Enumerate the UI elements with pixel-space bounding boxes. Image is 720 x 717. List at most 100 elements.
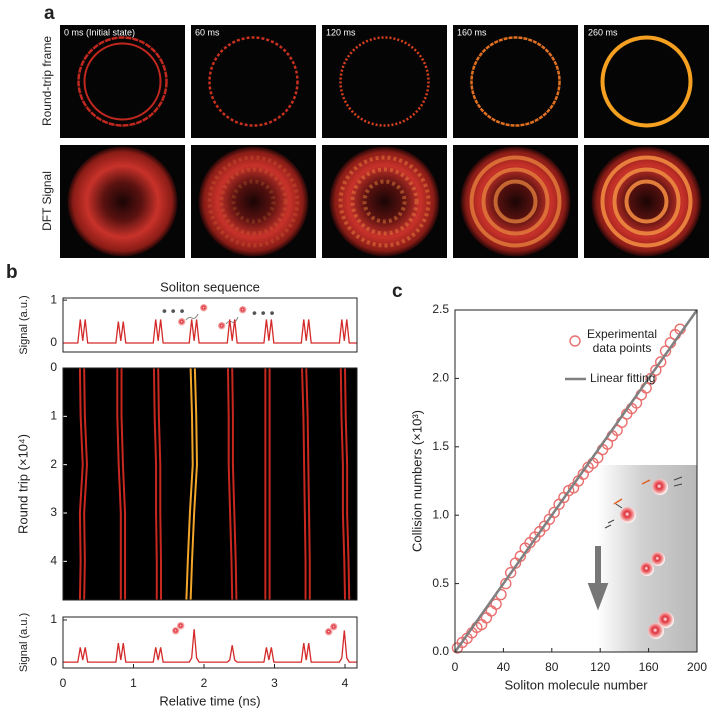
plot-frame bbox=[62, 297, 358, 353]
x-tick-label: 2 bbox=[201, 676, 208, 690]
frame bbox=[584, 25, 709, 138]
y-tick-label: 0 bbox=[50, 654, 57, 668]
dots: • • • bbox=[252, 305, 275, 321]
inset bbox=[587, 465, 697, 652]
fit-line bbox=[453, 309, 699, 653]
y-tick-label: 2.0 bbox=[432, 371, 449, 385]
ball bbox=[172, 627, 180, 635]
dft-disc bbox=[460, 146, 571, 257]
sequence-cartoon: • • • • • • bbox=[162, 303, 338, 636]
dft-ring bbox=[624, 179, 669, 224]
x-tick-label: 160 bbox=[639, 660, 659, 674]
ball bbox=[239, 306, 247, 314]
motion-arrow bbox=[613, 479, 651, 505]
frame bbox=[453, 25, 578, 138]
x-axis-label: Relative time (ns) bbox=[159, 693, 260, 708]
trajectory bbox=[226, 367, 234, 601]
trajectory bbox=[83, 367, 88, 601]
x-tick-label: 80 bbox=[545, 660, 559, 674]
y-tick-label: 1 bbox=[50, 612, 57, 626]
ball bbox=[640, 562, 654, 576]
trajectory bbox=[78, 367, 84, 601]
signal-line bbox=[63, 629, 357, 663]
y-tick-label: 0.5 bbox=[432, 576, 449, 590]
ball bbox=[177, 622, 185, 630]
x-tick-label: 0 bbox=[452, 660, 459, 674]
ball bbox=[325, 628, 333, 636]
trajectory bbox=[305, 367, 311, 600]
legend-entry: Experimental data points bbox=[586, 327, 658, 355]
y-tick-label: 0 bbox=[50, 335, 57, 349]
frame bbox=[322, 25, 447, 138]
frame-label: 60 ms bbox=[195, 27, 220, 37]
plot-frame bbox=[62, 616, 358, 669]
trajectory bbox=[120, 368, 127, 600]
dots: • • • bbox=[162, 303, 185, 319]
trajectory bbox=[344, 367, 351, 601]
dft-ring bbox=[481, 167, 550, 236]
dft-ring bbox=[231, 179, 276, 224]
row-label: Round-trip frame bbox=[40, 36, 54, 126]
dft-ring bbox=[493, 179, 538, 224]
trajectory bbox=[231, 367, 238, 601]
dft-ring bbox=[612, 167, 681, 236]
trajectory bbox=[152, 367, 158, 600]
frame-label: 0 ms (Initial state) bbox=[64, 27, 135, 37]
trajectory bbox=[185, 367, 194, 601]
legend-entry: Linear fitting bbox=[590, 371, 655, 385]
dft-disc bbox=[198, 146, 309, 257]
ball bbox=[330, 623, 338, 631]
x-axis-label: Soliton molecule number bbox=[504, 677, 648, 692]
spring bbox=[185, 313, 239, 325]
y-axis-label: Signal (a.u.) bbox=[18, 295, 30, 354]
chart-title: Soliton sequence bbox=[160, 279, 260, 294]
frame-label: 260 ms bbox=[588, 27, 618, 37]
x-tick-label: 0 bbox=[60, 676, 67, 690]
trajectory bbox=[189, 367, 198, 601]
ball bbox=[648, 623, 664, 639]
ball bbox=[652, 479, 668, 495]
dft-ring bbox=[600, 155, 693, 248]
signal-line bbox=[63, 319, 357, 344]
y-tick-label: 1.0 bbox=[432, 507, 449, 521]
panel-a: a Round-trip frame DFT Signal 0 ms (Init… bbox=[40, 3, 709, 258]
ball bbox=[178, 318, 186, 326]
dft-ring bbox=[362, 179, 407, 224]
dft-ring bbox=[207, 155, 300, 248]
ring bbox=[77, 36, 168, 127]
panel-label: b bbox=[6, 262, 18, 283]
y-tick-label: 1.5 bbox=[432, 439, 449, 453]
dft-disc bbox=[67, 146, 178, 257]
plot-frame bbox=[454, 309, 698, 653]
frame bbox=[191, 25, 316, 138]
x-tick-label: 40 bbox=[497, 660, 511, 674]
chart: 0 1 2 3 4 Round trip (×10⁴) bbox=[15, 360, 358, 601]
x-tick-label: 3 bbox=[271, 676, 278, 690]
y-tick-label: 1 bbox=[50, 409, 57, 423]
trajectory bbox=[157, 367, 162, 600]
motion-lines bbox=[604, 476, 683, 529]
data-point bbox=[504, 566, 517, 579]
legend-label: Experimental data points bbox=[586, 327, 658, 355]
y-tick-label: 2 bbox=[50, 457, 57, 471]
chart: 0 1 0 1 2 3 4 Relative time (ns) Signal (a.u.) bbox=[18, 612, 358, 708]
arrow bbox=[587, 546, 609, 611]
ball bbox=[658, 612, 674, 628]
plot-bg bbox=[63, 368, 357, 600]
y-tick-label: 0.0 bbox=[432, 644, 449, 658]
legend-swatch bbox=[569, 335, 581, 347]
x-tick-label: 120 bbox=[590, 660, 610, 674]
x-tick-label: 4 bbox=[342, 676, 349, 690]
trajectory bbox=[116, 368, 122, 600]
dft-ring bbox=[219, 167, 288, 236]
row-label: DFT Signal bbox=[40, 171, 54, 231]
y-tick-label: 3 bbox=[50, 505, 57, 519]
y-tick-label: 1 bbox=[50, 292, 57, 306]
ring bbox=[83, 42, 162, 121]
dft-ring bbox=[350, 167, 419, 236]
inset-bg bbox=[597, 465, 697, 652]
ball bbox=[651, 552, 665, 566]
y-axis-label: Round trip (×10⁴) bbox=[15, 434, 30, 534]
data-point bbox=[548, 506, 560, 519]
